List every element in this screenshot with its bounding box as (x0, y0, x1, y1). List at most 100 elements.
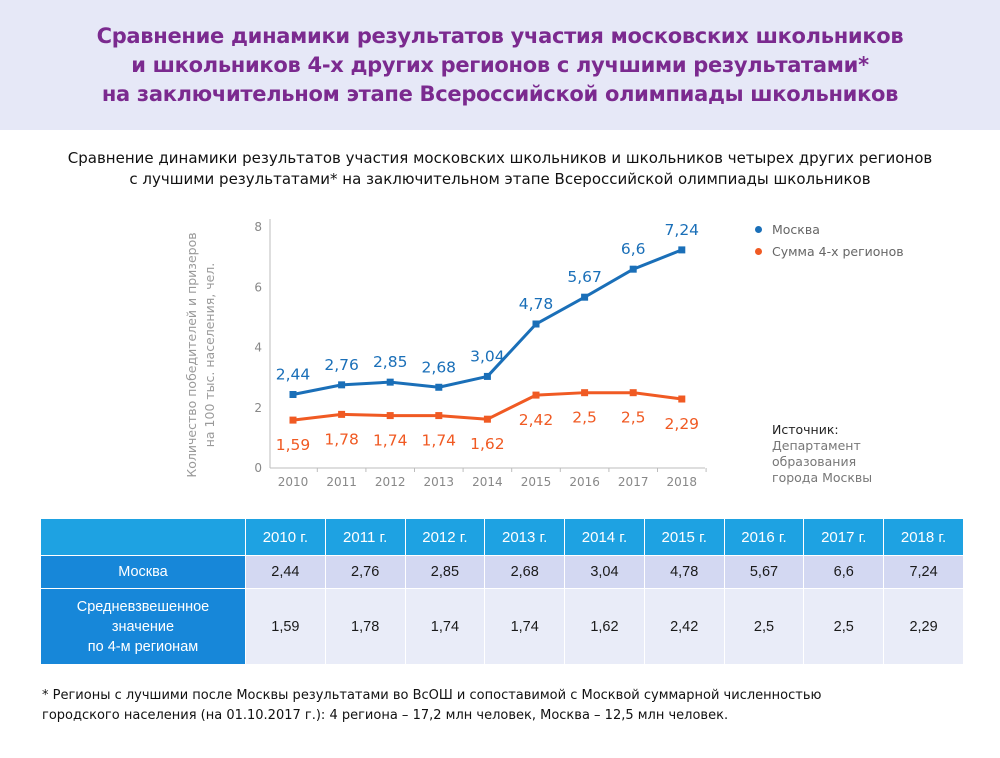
table-header-cell: 2016 г. (723, 518, 805, 556)
data-point (629, 265, 637, 273)
table-cell: 7,24 (883, 555, 964, 589)
legend-label-regions: Сумма 4-х регионов (772, 243, 904, 259)
chart-legend: Москва Сумма 4-х регионов (755, 218, 904, 262)
table-cell: 5,67 (723, 555, 805, 589)
x-tick-label: 2014 (472, 475, 503, 489)
data-label: 2,85 (373, 353, 408, 371)
table-cell: 2,5 (723, 588, 805, 665)
data-label: 1,59 (276, 436, 311, 454)
data-point (629, 389, 637, 397)
header-title-line-3: на заключительном этапе Всероссийской ол… (101, 81, 899, 106)
data-point (483, 415, 491, 423)
source-line-2: образования (772, 454, 857, 469)
table-header-cell: 2012 г. (404, 518, 486, 556)
data-point (678, 395, 686, 403)
table-cell: 6,6 (803, 555, 885, 589)
table-header-cell: 2011 г. (324, 518, 406, 556)
table-row-moscow: Москва 2,44 2,76 2,85 2,68 3,04 4,78 5,6… (40, 555, 964, 589)
y-axis-label-line: на 100 тыс. населения, чел. (202, 263, 217, 448)
x-tick-label: 2010 (278, 475, 309, 489)
data-label: 2,29 (665, 415, 700, 433)
chart-subtitle-line-1: Сравнение динамики результатов участия м… (67, 149, 933, 167)
table-row-label: Москва (40, 555, 246, 589)
table-header-cell: 2018 г. (883, 518, 964, 556)
y-tick-label: 8 (254, 220, 262, 234)
header-title-line-2: и школьников 4-х других регионов с лучши… (131, 52, 869, 77)
x-tick-label: 2012 (375, 475, 406, 489)
data-point (581, 293, 589, 301)
table-cell: 1,78 (324, 588, 406, 665)
line-chart: 0 2 4 6 8 2010 2011 2012 2013 2014 2015 2016 2017 201… (184, 219, 707, 489)
data-label: 6,6 (621, 240, 646, 258)
table-header-cell: 2017 г. (803, 518, 885, 556)
table-cell: 2,5 (803, 588, 885, 665)
table-cell: 4,78 (643, 555, 725, 589)
data-label: 2,42 (519, 411, 554, 429)
x-tick-label: 2011 (326, 475, 357, 489)
x-tick-label: 2013 (424, 475, 455, 489)
table-header-cell: 2014 г. (564, 518, 645, 556)
y-tick-label: 4 (254, 341, 262, 355)
data-label: 1,62 (470, 435, 505, 453)
data-point (435, 412, 443, 420)
x-tick-label: 2018 (667, 475, 698, 489)
chart-subtitle-line-2: с лучшими результатами* на заключительно… (129, 170, 871, 188)
table-cell: 1,74 (484, 588, 566, 665)
data-label: 1,74 (422, 432, 457, 450)
table-header-row: 2010 г. 2011 г. 2012 г. 2013 г. 2014 г. … (40, 518, 964, 556)
table-cell: 1,74 (404, 588, 486, 665)
source-note: Источник: Департамент образования города… (772, 422, 872, 486)
source-line-1: Департамент (772, 438, 861, 453)
data-point (532, 391, 540, 399)
table-row-label-line: Средневзвешенное (76, 598, 210, 615)
data-label: 2,68 (422, 358, 457, 376)
table-header-cell: 2013 г. (484, 518, 566, 556)
data-label: 1,78 (324, 430, 359, 448)
y-tick-label: 6 (254, 280, 262, 294)
x-tick-label: 2015 (521, 475, 552, 489)
data-point (338, 381, 346, 389)
table-header-cell: 2015 г. (643, 518, 725, 556)
data-label: 1,74 (373, 432, 408, 450)
data-label: 7,24 (665, 221, 700, 239)
footnote-line-2: городского населения (на 01.10.2017 г.):… (42, 708, 729, 723)
data-point (289, 416, 297, 424)
source-title: Источник: (772, 422, 839, 437)
header-band: Сравнение динамики результатов участия м… (0, 0, 1000, 130)
chart-subtitle: Сравнение динамики результатов участия м… (0, 148, 1000, 190)
data-label: 4,78 (519, 295, 554, 313)
data-point (483, 372, 491, 380)
data-point (581, 389, 589, 397)
source-line-3: города Москвы (772, 470, 873, 485)
footnote: * Регионы с лучшими после Москвы результ… (42, 686, 942, 726)
table-cell: 2,76 (324, 555, 406, 589)
table-cell: 2,68 (484, 555, 566, 589)
table-row-label-line: по 4-м регионам (87, 638, 199, 655)
data-point (289, 390, 297, 398)
legend-item-moscow: Москва (755, 218, 904, 240)
table-cell: 2,44 (245, 555, 326, 589)
data-label: 2,44 (276, 365, 311, 383)
footnote-line-1: * Регионы с лучшими после Москвы результ… (42, 688, 822, 703)
y-tick-label: 0 (254, 461, 262, 475)
table-cell: 1,62 (564, 588, 645, 665)
legend-item-regions: Сумма 4-х регионов (755, 240, 904, 262)
header-title-line-1: Сравнение динамики результатов участия м… (96, 23, 904, 48)
x-tick-label: 2016 (569, 475, 600, 489)
table-corner-cell (40, 518, 246, 556)
data-label: 2,5 (621, 409, 646, 427)
x-tick-label: 2017 (618, 475, 649, 489)
table-header-cell: 2010 г. (245, 518, 326, 556)
table-cell: 2,42 (643, 588, 725, 665)
data-point (386, 378, 394, 386)
table-row-regions: Средневзвешенное значение по 4-м региона… (40, 588, 964, 665)
data-point (386, 412, 394, 420)
table-cell: 2,85 (404, 555, 486, 589)
legend-label-moscow: Москва (772, 221, 820, 237)
y-axis-label-line: Количество победителей и призеров (184, 232, 199, 477)
y-tick-label: 2 (254, 401, 262, 415)
data-table: 2010 г. 2011 г. 2012 г. 2013 г. 2014 г. … (40, 518, 964, 665)
data-label: 2,5 (572, 409, 597, 427)
table-row-label: Средневзвешенное значение по 4-м региона… (40, 588, 246, 665)
data-point (338, 410, 346, 418)
